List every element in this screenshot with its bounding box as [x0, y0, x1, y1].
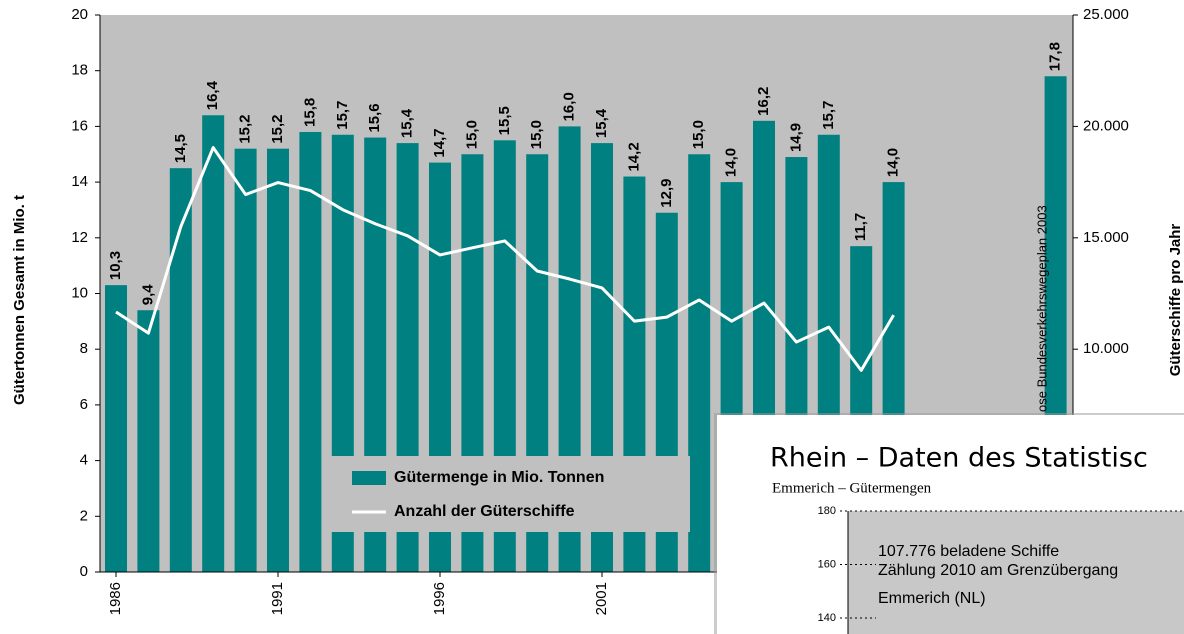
bar [234, 148, 257, 572]
value-label: 15,0 [463, 120, 480, 149]
y2-tick-label: 10.000 [1083, 340, 1129, 357]
x-tick-label: 2001 [593, 582, 610, 615]
value-label: 15,4 [399, 108, 416, 138]
bar [202, 115, 225, 572]
y2-axis-label: Güterschiffe pro Jahr [1167, 224, 1184, 377]
legend-box [330, 456, 690, 532]
inset-title: Rhein – Daten des Statistisc [770, 443, 1148, 474]
value-label: 15,5 [496, 106, 513, 135]
value-label: 15,0 [690, 120, 707, 149]
value-label: 17,8 [1047, 42, 1064, 71]
y-tick-label: 0 [80, 563, 88, 580]
y2-tick-label: 25.000 [1083, 6, 1129, 23]
y-tick-label: 10 [71, 284, 88, 301]
value-label: 15,4 [593, 108, 610, 138]
y-tick-label: 12 [71, 229, 88, 246]
y2-tick-label: 15.000 [1083, 229, 1129, 246]
legend-swatch [352, 471, 386, 485]
value-label: 11,7 [852, 213, 869, 241]
value-label: 15,2 [237, 114, 254, 143]
value-label: 14,0 [723, 148, 740, 177]
y-tick-label: 16 [71, 117, 88, 134]
y-tick-label: 20 [71, 6, 88, 23]
value-label: 9,4 [139, 284, 156, 306]
value-label: 14,2 [625, 142, 642, 171]
y-tick-label: 8 [80, 340, 88, 357]
bar [137, 310, 160, 572]
value-label: 14,9 [787, 123, 804, 152]
inset-annotation: Emmerich (NL) [878, 590, 986, 607]
bar [169, 168, 192, 573]
inset-annotation: 107.776 beladene Schiffe [878, 543, 1059, 560]
value-label: 16,0 [561, 92, 578, 121]
value-label: 15,6 [366, 103, 383, 132]
inset-plot [848, 511, 1184, 634]
line-series [115, 146, 895, 372]
y-tick-label: 4 [80, 452, 88, 469]
inset-y-tick-label: 160 [818, 558, 836, 570]
x-tick-label: 1986 [107, 582, 124, 615]
y-tick-label: 2 [80, 507, 88, 524]
inset-panel: Rhein – Daten des Statistisc Emmerich – G… [714, 413, 1184, 634]
inset-y-tick-label: 180 [818, 505, 836, 517]
value-label: 14,7 [431, 128, 448, 157]
x-tick-label: 1996 [431, 582, 448, 615]
y-tick-label: 6 [80, 396, 88, 413]
value-label: 15,7 [334, 101, 351, 130]
bar [267, 148, 289, 572]
inset-annotation: Zählung 2010 am Grenzübergang [878, 562, 1118, 579]
value-label: 15,7 [820, 101, 837, 130]
bar [105, 285, 127, 572]
value-label: 10,3 [107, 251, 124, 280]
y-tick-label: 18 [71, 62, 88, 79]
value-label: 15,2 [269, 114, 286, 143]
legend-label: Gütermenge in Mio. Tonnen [394, 469, 604, 486]
value-label: 12,9 [658, 179, 675, 208]
bar [688, 154, 711, 572]
y-axis-label: Gütertonnen Gesamt in Mio. t [11, 195, 28, 405]
inset-y-tick-label: 140 [818, 612, 836, 624]
value-label: 16,2 [755, 87, 772, 116]
x-tick-label: 1991 [269, 582, 286, 615]
y-tick-label: 14 [71, 173, 88, 190]
value-label: 15,0 [528, 120, 545, 149]
bar [299, 131, 322, 572]
legend-label: Anzahl der Güterschiffe [394, 503, 575, 520]
annotation: ose Bundesverkehrswegeplan 2003 [1034, 205, 1049, 412]
value-label: 16,4 [204, 80, 221, 110]
main-chart: 0 2 4 6 8 10 12 14 16 18 20 10.000 15.000 20.000 25.00… [11, 6, 1184, 615]
value-label: 15,8 [301, 98, 318, 127]
value-label: 14,0 [885, 148, 902, 177]
value-label: 14,5 [172, 134, 189, 163]
y2-tick-label: 20.000 [1083, 117, 1129, 134]
inset-subtitle: Emmerich – Gütermengen [772, 480, 932, 496]
